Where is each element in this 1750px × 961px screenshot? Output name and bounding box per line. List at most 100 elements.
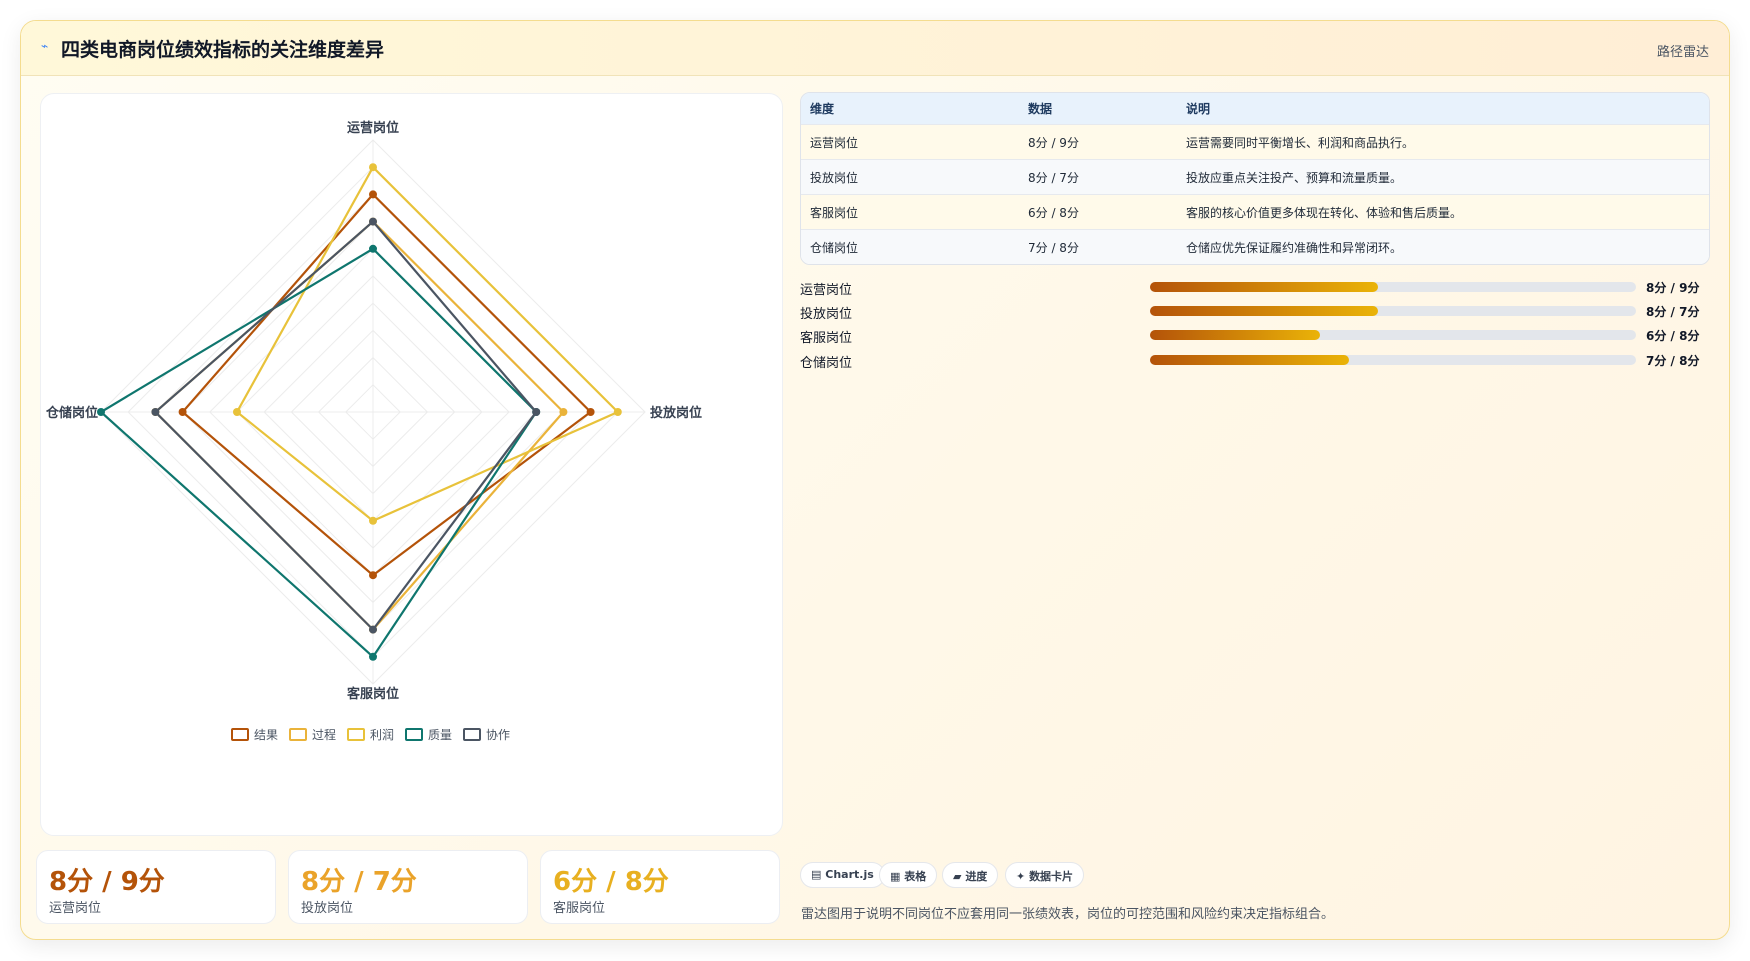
data-table: 维度 数据 说明 运营岗位 8分 / 9分 运营需要同时平衡增长、利润和商品执行… [800, 92, 1710, 265]
table-cell: 客服的核心价值更多体现在转化、体验和售后质量。 [1177, 194, 1709, 230]
progress-fill [1150, 330, 1321, 340]
legend-label: 协作 [486, 727, 510, 742]
data-point [369, 625, 377, 634]
chip-table[interactable]: ▦ 表格 [879, 862, 938, 888]
progress-track [1150, 330, 1636, 340]
chart-icon: ▤ [811, 868, 822, 881]
progress-fill [1150, 282, 1379, 292]
column-header: 维度 [801, 93, 1019, 125]
progress-value: 8分 / 9分 [1646, 281, 1700, 295]
chip-chartjs[interactable]: ▤ Chart.js [800, 862, 885, 888]
data-point [369, 190, 377, 199]
legend-swatch [231, 728, 249, 741]
card-header: ⌁ 四类电商岗位绩效指标的关注维度差异 路径雷达 [21, 21, 1729, 76]
stat-card-1: 8分 / 9分 运营岗位 [36, 850, 276, 924]
series-line [181, 192, 593, 577]
data-point [369, 571, 377, 580]
progress-row: 仓储岗位 7分 / 8分 [800, 350, 1710, 371]
progress-icon: ▰ [953, 870, 962, 883]
stat-label: 投放岗位 [301, 901, 354, 916]
table-row: 运营岗位 8分 / 9分 运营需要同时平衡增长、利润和商品执行。 [801, 124, 1709, 160]
progress-fill [1150, 306, 1379, 316]
data-point [559, 408, 568, 416]
progress-value: 7分 / 8分 [1646, 354, 1700, 368]
legend-label: 利润 [370, 728, 394, 742]
legend-swatch [289, 728, 307, 741]
data-point [178, 408, 187, 416]
data-point [369, 163, 377, 172]
column-header: 说明 [1177, 93, 1709, 125]
table-cell: 仓储岗位 [801, 229, 1019, 264]
axis-label: 运营岗位 [347, 120, 399, 136]
table-cell: 运营岗位 [801, 124, 1019, 160]
table-cell: 仓储应优先保证履约准确性和异常闭环。 [1177, 229, 1709, 264]
progress-fill [1150, 355, 1350, 365]
data-point [369, 516, 377, 525]
table-header-row: 维度 数据 说明 [801, 93, 1709, 125]
data-point [151, 408, 160, 416]
dashboard-card: ⌁ 四类电商岗位绩效指标的关注维度差异 路径雷达 运营岗位 投放岗位 客服岗位 仓储岗… [20, 20, 1730, 940]
table-cell: 投放岗位 [801, 159, 1019, 195]
table-cell: 运营需要同时平衡增长、利润和商品执行。 [1177, 124, 1709, 160]
table-cell: 客服岗位 [801, 194, 1019, 230]
chip-label: 进度 [965, 870, 988, 883]
table-row: 投放岗位 8分 / 7分 投放应重点关注投产、预算和流量质量。 [801, 159, 1709, 195]
progress-track [1150, 355, 1636, 365]
page-title: 四类电商岗位绩效指标的关注维度差异 [61, 39, 385, 61]
stat-value: 8分 / 9分 [49, 867, 165, 897]
progress-track [1150, 306, 1636, 316]
progress-label: 投放岗位 [800, 307, 853, 322]
axis-label: 投放岗位 [650, 405, 702, 421]
sparkle-icon: ✦ [1016, 870, 1026, 883]
stat-label: 运营岗位 [49, 901, 102, 916]
progress-label: 仓储岗位 [800, 356, 853, 371]
chart-note: 雷达图用于说明不同岗位不应套用同一张绩效表，岗位的可控范围和风险约束决定指标组合… [801, 907, 1335, 922]
chip-data-card[interactable]: ✦ 数据卡片 [1005, 862, 1085, 888]
table-cell: 6分 / 8分 [1019, 194, 1177, 230]
axis-label: 客服岗位 [347, 686, 399, 702]
radar-chart-panel: 运营岗位投放岗位客服岗位 仓储岗位结果 过程 利润 质量 协作 [40, 93, 783, 836]
legend-label: 质量 [428, 728, 452, 742]
table-cell: 7分 / 8分 [1019, 229, 1177, 264]
chart-type-tag: 路径雷达 [1656, 45, 1709, 60]
legend-swatch [405, 728, 423, 741]
progress-row: 运营岗位 8分 / 9分 [800, 277, 1710, 298]
stat-card-3: 6分 / 8分 客服岗位 [540, 850, 780, 924]
data-point [97, 408, 105, 416]
chip-label: Chart.js [825, 868, 874, 881]
data-point [532, 408, 541, 416]
legend-label: 过程 [312, 727, 336, 742]
series-line [153, 220, 538, 632]
stat-value: 8分 / 7分 [301, 867, 417, 897]
table-row: 客服岗位 6分 / 8分 客服的核心价值更多体现在转化、体验和售后质量。 [801, 194, 1709, 230]
legend-label: 结果 [254, 728, 278, 742]
data-point [233, 408, 241, 416]
progress-value: 8分 / 7分 [1646, 305, 1700, 319]
table-cell: 8分 / 9分 [1019, 124, 1177, 160]
stat-value: 6分 / 8分 [553, 867, 669, 897]
series-line [99, 247, 538, 659]
progress-label: 客服岗位 [800, 331, 853, 346]
data-point [613, 408, 622, 416]
progress-row: 投放岗位 8分 / 7分 [800, 301, 1710, 322]
chip-label: 表格 [904, 870, 927, 883]
legend-swatch [463, 728, 481, 741]
chip-label: 数据卡片 [1029, 870, 1074, 883]
progress-value: 6分 / 8分 [1646, 329, 1700, 343]
chip-progress[interactable]: ▰ 进度 [942, 862, 999, 888]
data-point [369, 217, 377, 226]
pulse-icon: ⌁ [41, 39, 49, 53]
progress-track [1150, 282, 1636, 292]
table-row: 仓储岗位 7分 / 8分 仓储应优先保证履约准确性和异常闭环。 [801, 229, 1709, 264]
data-point [586, 408, 595, 416]
table-icon: ▦ [890, 870, 901, 883]
axis-label: 仓储岗位 [45, 405, 98, 421]
series-line [235, 165, 620, 523]
legend-swatch [347, 728, 365, 741]
data-point [369, 244, 377, 253]
progress-row: 客服岗位 6分 / 8分 [800, 325, 1710, 346]
stat-card-2: 8分 / 7分 投放岗位 [288, 850, 528, 924]
data-point [369, 652, 377, 661]
table-cell: 8分 / 7分 [1019, 159, 1177, 195]
column-header: 数据 [1019, 93, 1177, 125]
